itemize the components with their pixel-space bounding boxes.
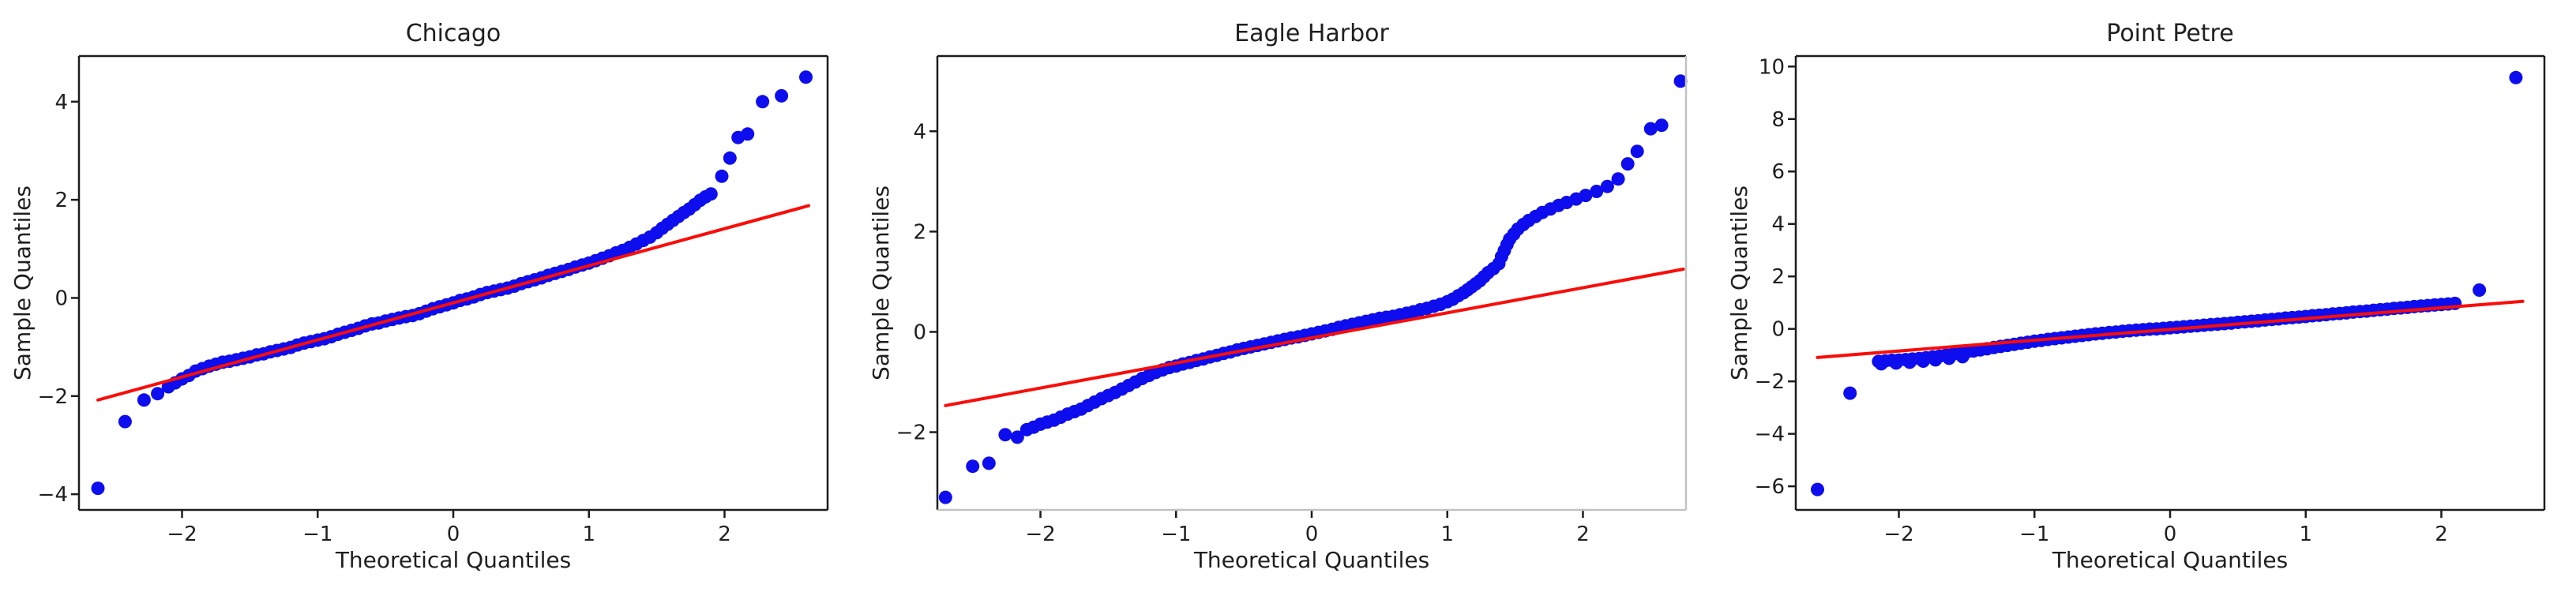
data-point	[1010, 430, 1024, 444]
data-point	[1611, 172, 1625, 186]
reference-line	[944, 268, 1685, 407]
data-point	[1630, 144, 1644, 159]
y-axis-label: Sample Quantiles	[9, 185, 36, 380]
qq-panel-eagle-harbor: −2 −1 0 1 2 −2 0 2 4 Eagle Harbor Theoretical Quan…	[858, 0, 1717, 592]
y-axis-label: Sample Quantiles	[868, 185, 894, 380]
x-tick-label: 1	[582, 523, 595, 546]
data-point	[741, 127, 755, 141]
y-tick-label: 0	[913, 320, 926, 344]
data-point	[756, 95, 770, 109]
data-point	[151, 387, 165, 401]
x-axis-label: Theoretical Quantiles	[2052, 547, 2288, 573]
x-axis-label: Theoretical Quantiles	[335, 547, 571, 573]
plot-background	[858, 0, 1717, 592]
data-point	[998, 428, 1012, 442]
x-tick-label: −2	[167, 523, 197, 546]
y-tick-label: −6	[1755, 475, 1785, 499]
data-point	[775, 88, 789, 103]
x-tick-label: 2	[1576, 523, 1590, 546]
y-tick-label: 10	[1759, 55, 1785, 79]
data-point	[1579, 189, 1593, 203]
x-axis-label: Theoretical Quantiles	[1193, 547, 1429, 573]
data-point	[723, 151, 737, 165]
x-tick-label: 1	[2299, 523, 2312, 546]
x-tick-label: 0	[447, 523, 460, 546]
x-tick-label: −1	[1161, 523, 1191, 546]
y-tick-label: 0	[1771, 318, 1785, 342]
data-point	[1654, 118, 1669, 133]
y-tick-label: −2	[38, 385, 68, 409]
data-point	[799, 70, 813, 84]
data-point	[91, 481, 105, 496]
data-point	[966, 459, 980, 474]
y-tick-label: 2	[54, 189, 68, 212]
data-point	[982, 456, 996, 470]
plot-background	[0, 0, 858, 592]
reference-line	[1816, 299, 2525, 359]
data-point	[1600, 179, 1614, 193]
y-tick-label: −4	[1755, 423, 1785, 447]
y-tick-label: 4	[1771, 213, 1785, 237]
data-point	[1590, 185, 1604, 198]
y-tick-label: 2	[1771, 265, 1785, 289]
y-tick-label: 4	[913, 120, 926, 144]
panel-title: Chicago	[406, 20, 501, 47]
data-point	[1643, 122, 1658, 136]
x-tick-label: 2	[2435, 523, 2448, 546]
data-point	[118, 414, 132, 429]
data-point	[1811, 482, 1824, 496]
panel-title: Point Petre	[2106, 20, 2233, 47]
qq-panel-chicago: −2 −1 0 1 2 −4 −2 0 2 4 Chicago Theoretical Quantil…	[0, 0, 858, 592]
y-tick-label: −4	[38, 483, 68, 507]
y-tick-label: 0	[54, 287, 68, 310]
y-tick-label: 4	[54, 91, 68, 114]
y-tick-label: 8	[1771, 108, 1785, 132]
panel-title: Eagle Harbor	[1234, 20, 1389, 47]
data-point	[137, 393, 151, 407]
x-tick-label: −1	[302, 523, 332, 546]
data-point	[1843, 386, 1857, 400]
plot-background	[1717, 0, 2576, 592]
data-point	[938, 490, 952, 504]
x-tick-label: −2	[1025, 523, 1055, 546]
qq-panel-point-petre: −2 −1 0 1 2 −6 −4 −2 0 2 4 6 8 10 Point Petre Theoretic…	[1717, 0, 2576, 592]
x-tick-label: 2	[718, 523, 731, 546]
data-point	[2509, 70, 2523, 84]
y-tick-label: −2	[1755, 370, 1785, 394]
x-tick-label: 0	[1305, 523, 1319, 546]
reference-line	[96, 204, 810, 402]
data-point	[715, 169, 729, 183]
data-point	[2473, 283, 2487, 297]
y-axis-label: Sample Quantiles	[1726, 185, 1752, 380]
y-tick-label: −2	[896, 422, 926, 445]
data-point	[704, 187, 718, 201]
x-tick-label: 1	[1440, 523, 1454, 546]
x-tick-label: −1	[2019, 523, 2049, 546]
y-tick-label: 6	[1771, 160, 1785, 184]
y-tick-label: 2	[913, 220, 926, 244]
x-tick-label: −2	[1883, 523, 1913, 546]
data-point	[1673, 74, 1688, 88]
x-tick-label: 0	[2164, 523, 2177, 546]
data-point	[1620, 157, 1635, 171]
